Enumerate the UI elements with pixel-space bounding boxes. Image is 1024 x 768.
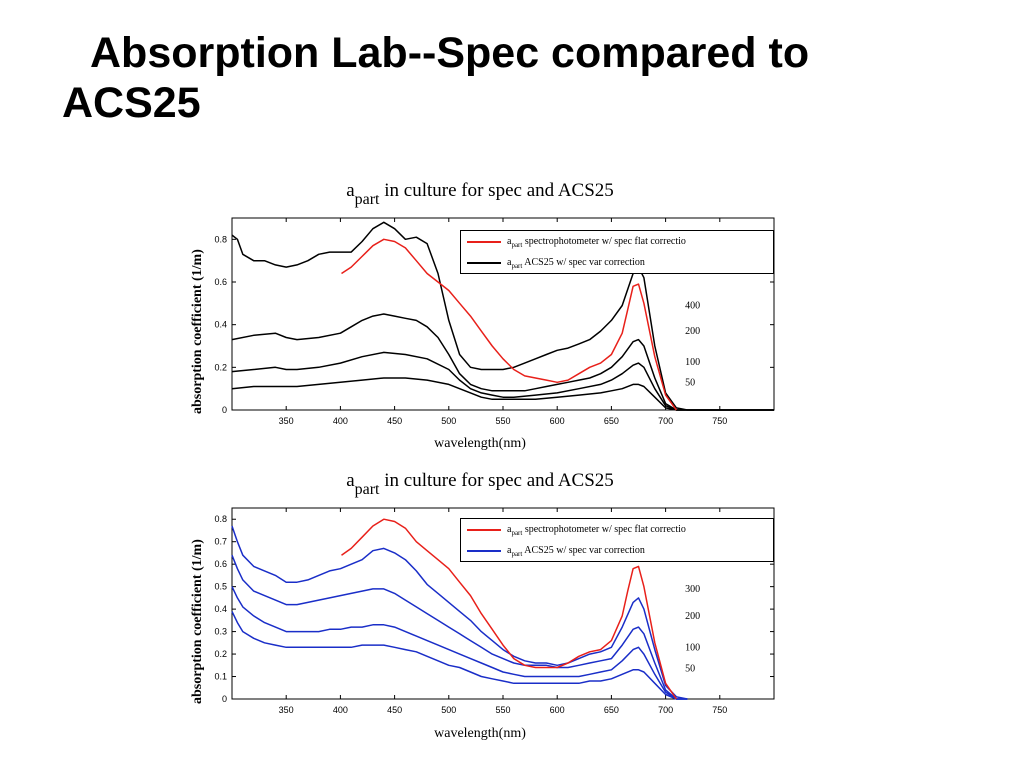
series-line-spectrophotometer [341,518,678,700]
curve-label: 100 [685,642,700,653]
y-tick-label: 0.4 [214,320,227,330]
series-line-spectrophotometer [341,238,678,411]
y-tick-label: 0 [222,405,227,415]
y-tick-label: 0.1 [214,672,227,682]
x-tick-label: 700 [658,705,673,715]
plot-svg: 350 400 450 500 550 600 650 700 750 0 0.1 0.2 0.3 0.4… [214,507,775,715]
x-tick-label: 550 [495,416,510,426]
x-tick-label: 600 [550,705,565,715]
curve-label: 300 [685,584,700,595]
legend-swatch-red [467,241,501,243]
y-tick-label: 0.5 [214,582,227,592]
x-tick-label: 700 [658,416,673,426]
chart-title-text: in culture for spec and ACS25 [379,180,614,201]
x-tick-label: 650 [604,705,619,715]
legend-item-acs25: apart ACS25 w/ spec var correction [461,540,773,561]
chart-title-subscript: part [354,191,380,208]
legend-prefix: a [507,257,512,268]
legend-swatch-red [467,529,501,531]
chart-title-subscript: part [354,481,380,498]
legend-prefix: a [507,545,512,556]
x-tick-label: 350 [279,416,294,426]
legend-swatch-black [467,262,501,264]
curve-label: 200 [685,326,700,337]
series-line-50 [231,611,688,700]
x-tick-label: 750 [712,416,727,426]
series-line-200 [231,554,688,700]
x-tick-label: 450 [387,416,402,426]
slide-title: Absorption Lab--Spec compared to ACS25 [62,28,1002,128]
legend-item-acs25: apart ACS25 w/ spec var correction [461,252,773,273]
chart-title: apart in culture for spec and ACS25 [180,470,780,498]
y-tick-label: 0.6 [214,559,227,569]
curve-label: 50 [685,664,695,675]
chart-title-prefix: a [346,180,355,201]
chart-top: apart in culture for spec and ACS25 abso… [180,176,780,461]
series-line-200 [231,313,774,411]
plot-svg: 350 400 450 500 550 600 650 700 750 0 0.2 0.4 0.6 0.8… [214,217,775,426]
y-tick-label: 0.6 [214,277,227,287]
y-tick-label: 0.8 [214,234,227,244]
slide-title-line-2: ACS25 [62,79,201,127]
x-tick-label: 600 [550,416,565,426]
chart-bottom: apart in culture for spec and ACS25 abso… [180,466,780,748]
series-line-100 [231,351,774,411]
chart-title-prefix: a [346,470,355,491]
x-axis-label: wavelength(nm) [434,436,526,451]
x-tick-label: 500 [441,705,456,715]
legend: apart spectrophotometer w/ spec flat cor… [460,518,774,562]
y-tick-label: 0.3 [214,627,227,637]
curve-label: 200 [685,611,700,622]
x-tick-label: 400 [333,705,348,715]
series-line-300 [231,525,688,700]
x-tick-label: 550 [495,705,510,715]
x-tick-label: 450 [387,705,402,715]
legend-text: ACS25 w/ spec var correction [522,257,645,268]
series-line-50 [231,377,774,411]
series-line-100 [231,586,688,700]
legend-swatch-blue [467,550,501,552]
x-tick-label: 500 [441,416,456,426]
legend-text: spectrophotometer w/ spec flat correctio [522,524,686,535]
slide-title-line-1: Absorption Lab--Spec compared to [90,29,810,77]
legend-subscript: part [511,262,523,270]
series-line-400 [231,221,774,411]
y-tick-label: 0.2 [214,649,227,659]
y-tick-label: 0.4 [214,604,227,614]
curve-label: 50 [685,378,695,389]
x-tick-label: 350 [279,705,294,715]
curve-label: 400 [685,300,700,311]
legend-text: ACS25 w/ spec var correction [522,545,645,556]
x-axis-label: wavelength(nm) [434,726,526,741]
x-tick-label: 650 [604,416,619,426]
legend-item-spectrophotometer: apart spectrophotometer w/ spec flat cor… [461,519,773,540]
y-tick-label: 0.2 [214,362,227,372]
legend-subscript: part [511,241,523,249]
y-tick-label: 0 [222,694,227,704]
legend-text: spectrophotometer w/ spec flat correctio [522,236,686,247]
legend-prefix: a [507,236,512,247]
legend: apart spectrophotometer w/ spec flat cor… [460,230,774,274]
x-tick-label: 750 [712,705,727,715]
legend-prefix: a [507,524,512,535]
x-tick-label: 400 [333,416,348,426]
legend-item-spectrophotometer: apart spectrophotometer w/ spec flat cor… [461,231,773,252]
chart-title: apart in culture for spec and ACS25 [180,180,780,208]
y-tick-label: 0.7 [214,537,227,547]
y-tick-label: 0.8 [214,514,227,524]
legend-subscript: part [511,550,523,558]
chart-title-text: in culture for spec and ACS25 [379,470,614,491]
legend-subscript: part [511,529,523,537]
curve-label: 100 [685,357,700,368]
